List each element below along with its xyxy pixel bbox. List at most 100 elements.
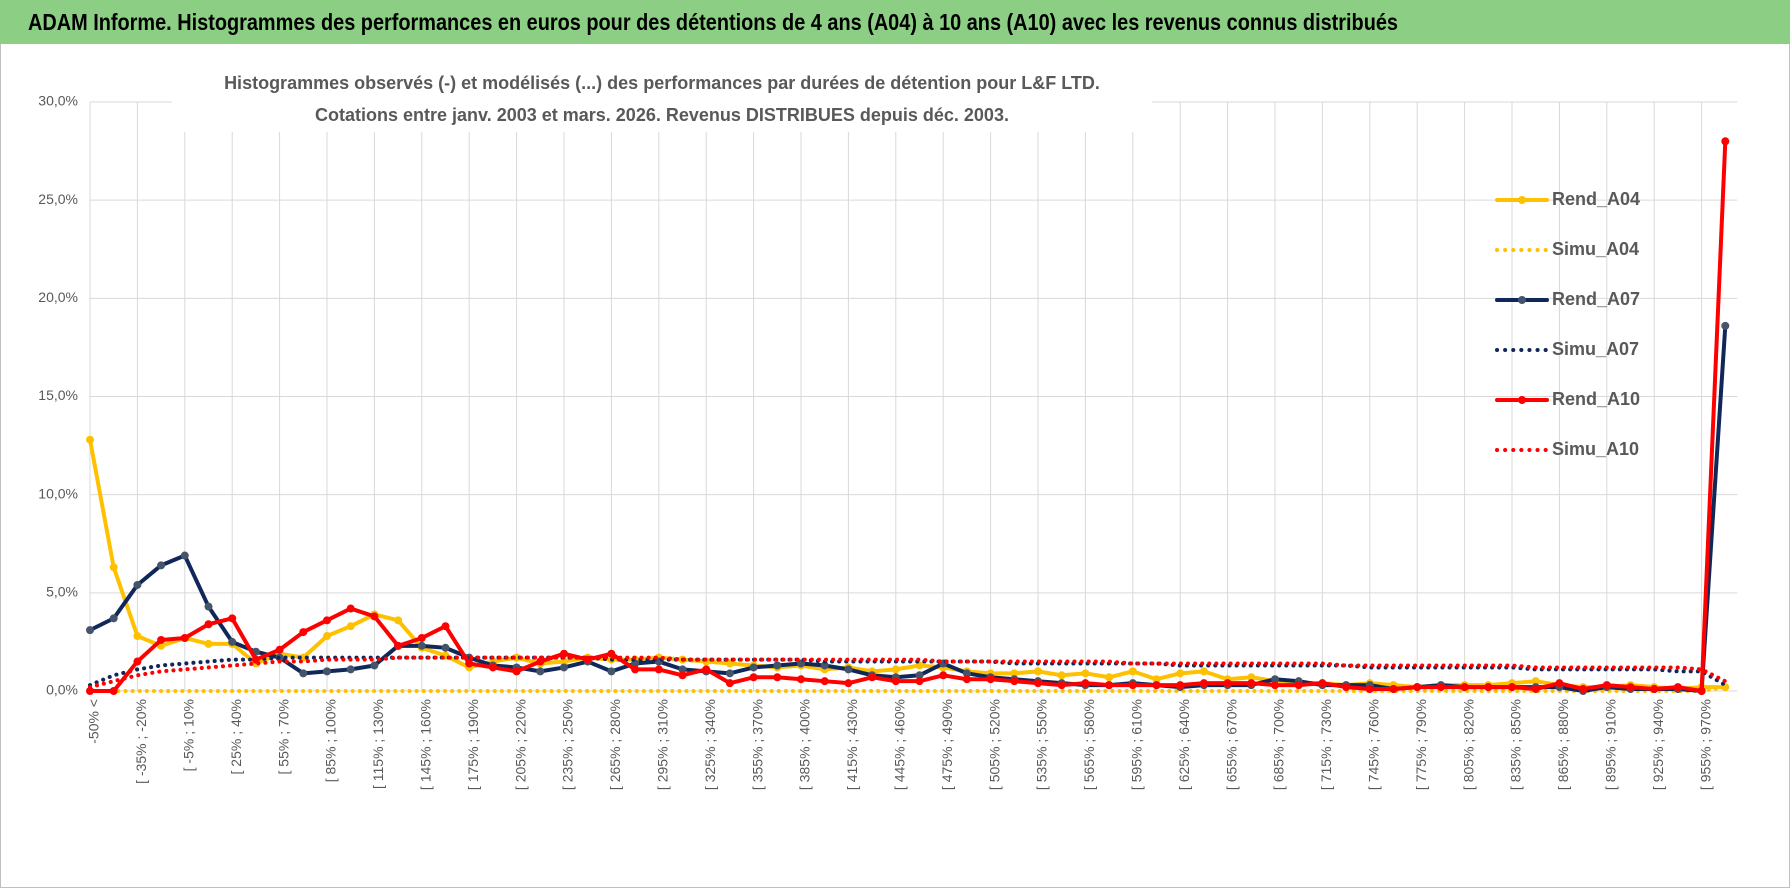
series-marker (370, 661, 379, 670)
series-marker (228, 614, 237, 623)
series-line (88, 655, 1728, 688)
series-marker (1034, 679, 1042, 688)
series-marker (512, 667, 521, 676)
series-marker (1199, 667, 1208, 676)
series-marker (749, 663, 758, 672)
series-marker (1365, 685, 1374, 694)
y-tick-label: 5,0% (46, 584, 78, 600)
x-tick-label: [ 235% ; 250% (560, 699, 576, 790)
series-marker (86, 687, 94, 695)
series-marker (678, 665, 687, 674)
x-tick-label: [ 535% ; 550% (1034, 699, 1050, 790)
y-tick-label: 10,0% (38, 485, 78, 501)
x-tick-label: [ 895% ; 910% (1603, 699, 1619, 790)
series-marker (749, 673, 758, 682)
series-marker (299, 628, 308, 637)
series-marker (204, 620, 213, 629)
series-marker (1318, 679, 1327, 688)
x-tick-label: [ 175% ; 190% (465, 699, 481, 790)
series-marker (1673, 683, 1682, 692)
x-tick-label: [ 595% ; 610% (1129, 699, 1145, 790)
x-tick-label: [ 715% ; 730% (1318, 699, 1334, 790)
series-marker (157, 561, 166, 570)
series-line (88, 685, 1728, 693)
series-marker (607, 667, 616, 676)
series-marker (109, 614, 118, 623)
series-marker (133, 580, 142, 589)
series-marker (441, 622, 450, 631)
series-marker (1152, 675, 1161, 684)
series-marker (1128, 681, 1137, 690)
x-tick-label: [ 835% ; 850% (1508, 699, 1524, 790)
x-tick-label: [ 775% ; 790% (1413, 699, 1429, 790)
series-marker (1081, 669, 1090, 678)
series-marker (1650, 685, 1659, 694)
plot: 0,0% 5,0% 10,0% 15,0% 20,0% 25,0% 30,0% -50% < [… (38, 93, 1738, 790)
series-marker (1531, 685, 1540, 694)
series-marker (1081, 679, 1090, 688)
series-marker (1105, 673, 1114, 682)
x-tick-label: [ 865% ; 880% (1555, 699, 1571, 790)
series-marker (773, 661, 782, 670)
y-tick-label: 25,0% (38, 191, 78, 207)
series-marker (1602, 681, 1611, 690)
x-tick-label: [ 85% ; 100% (323, 699, 339, 782)
series-marker (1484, 683, 1493, 692)
x-tick-label: [ 415% ; 430% (844, 699, 860, 790)
legend-marker (1518, 196, 1526, 204)
series-marker (1176, 681, 1185, 690)
series-marker (1508, 683, 1516, 692)
x-tick-label: [ 145% ; 160% (418, 699, 434, 790)
x-tick-label: [ 445% ; 460% (892, 699, 908, 790)
series-marker (204, 639, 213, 648)
x-tick-label: [ 745% ; 760% (1366, 699, 1382, 790)
series-marker (915, 677, 924, 686)
legend-label: Rend_A04 (1552, 189, 1640, 209)
series-marker (797, 675, 805, 684)
y-tick-label: 30,0% (38, 93, 78, 109)
x-tick-label: [ -5% ; 10% (181, 699, 197, 771)
legend-label: Simu_A04 (1552, 239, 1639, 259)
series-marker (1057, 671, 1066, 680)
chart-title: Histogrammes observés (-) et modélisés (… (224, 73, 1100, 93)
series-marker (1010, 677, 1019, 686)
x-tick-label: [ 115% ; 130% (370, 699, 386, 789)
series-marker (86, 435, 94, 444)
series-marker (441, 643, 450, 652)
series-marker (1436, 683, 1445, 692)
series-marker (1176, 669, 1185, 678)
series-marker (820, 661, 829, 670)
series-marker (157, 635, 166, 644)
series-marker (702, 665, 711, 674)
series-marker (1531, 677, 1540, 686)
series-marker (678, 671, 687, 680)
series-marker (868, 673, 877, 682)
series-marker (417, 641, 426, 650)
series-marker (1128, 667, 1137, 676)
series-marker (133, 632, 142, 641)
series-marker (844, 665, 853, 674)
series-marker (133, 657, 142, 666)
series-marker (915, 671, 924, 680)
series-marker (1152, 681, 1161, 690)
x-tick-label: [ 385% ; 400% (797, 699, 813, 790)
series-marker (1105, 681, 1114, 690)
series-line (88, 139, 1728, 693)
series-marker (1223, 679, 1232, 688)
legend-marker (1518, 296, 1526, 304)
series-marker (299, 669, 308, 678)
series-marker (631, 665, 640, 674)
series-marker (180, 633, 189, 642)
x-tick-label: [ 565% ; 580% (1081, 699, 1097, 790)
series-marker (725, 659, 734, 668)
series-marker (488, 663, 497, 672)
series-marker (394, 616, 403, 625)
series-marker (1413, 683, 1422, 692)
x-tick-label: [ 265% ; 280% (607, 699, 623, 790)
series-marker (1555, 679, 1564, 688)
series-marker (844, 679, 853, 688)
series-marker (1199, 679, 1208, 688)
